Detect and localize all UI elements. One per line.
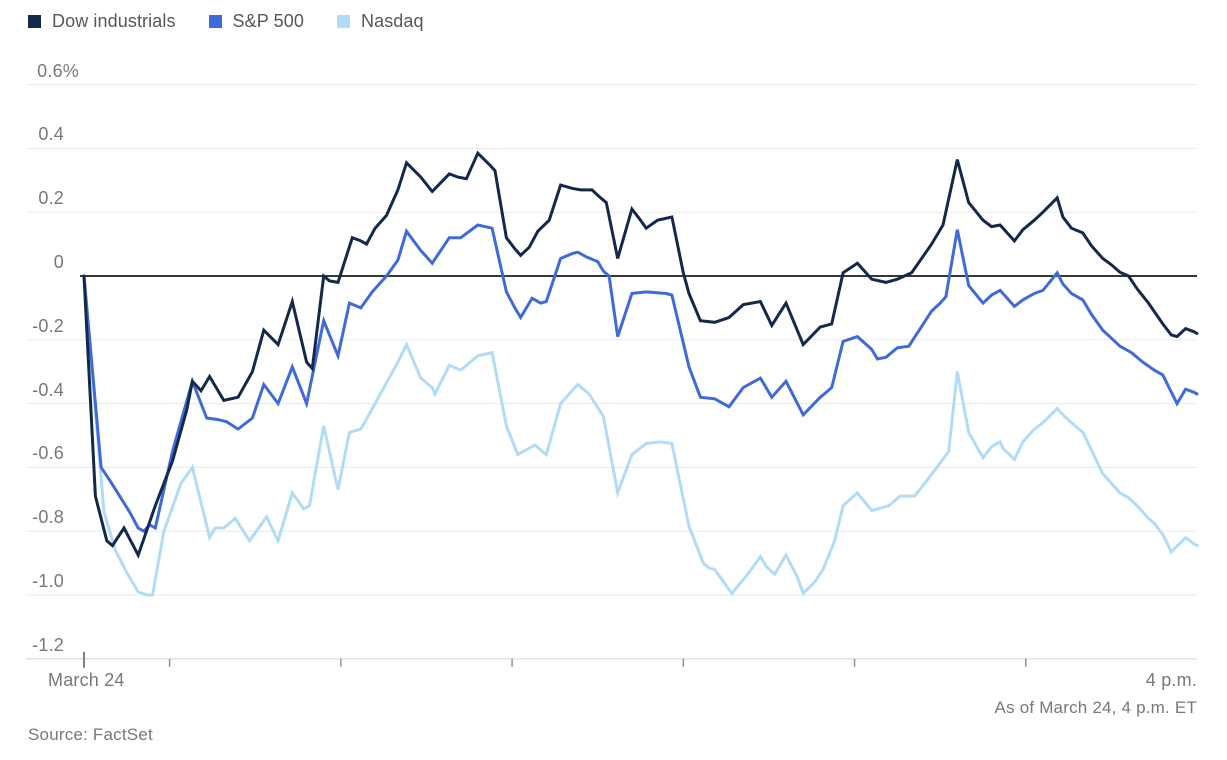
legend-item-dow-industrials: Dow industrials xyxy=(28,11,176,32)
y-axis-label: -0.6 xyxy=(32,443,64,464)
legend-swatch-icon xyxy=(336,15,350,28)
as-of-note: As of March 24, 4 p.m. ET xyxy=(994,698,1197,717)
legend-swatch-icon xyxy=(28,15,41,28)
x-axis-end-label: 4 p.m. xyxy=(1145,670,1197,690)
chart-legend: Dow industrials S&P 500 Nasdaq xyxy=(28,11,424,32)
chart-canvas xyxy=(26,84,1199,668)
series-line-nasdaq xyxy=(82,274,1199,597)
legend-label: Nasdaq xyxy=(360,11,424,31)
legend-label: Dow industrials xyxy=(52,11,176,31)
y-axis-label: 0 xyxy=(53,252,64,272)
y-axis-label: 0.2 xyxy=(38,188,64,209)
legend-item-nasdaq: Nasdaq xyxy=(336,11,424,32)
x-axis-start-label: March 24 xyxy=(48,670,125,690)
legend-item-s-p-500: S&P 500 xyxy=(208,11,304,32)
y-axis-label: -1.2 xyxy=(32,634,64,655)
y-axis-label: -1.0 xyxy=(32,571,64,591)
series-line-dow-industrials xyxy=(82,150,1199,559)
series-line-s-p-500 xyxy=(82,223,1199,534)
y-axis-label: -0.4 xyxy=(32,379,64,400)
legend-swatch-icon xyxy=(208,15,222,28)
y-axis-label: -0.2 xyxy=(32,315,64,336)
y-axis-label: 0.6% xyxy=(37,60,79,81)
y-axis-label: -0.8 xyxy=(32,507,64,528)
legend-label: S&P 500 xyxy=(232,11,304,31)
y-axis-label: 0.4 xyxy=(38,124,64,145)
source-note: Source: FactSet xyxy=(28,725,153,744)
